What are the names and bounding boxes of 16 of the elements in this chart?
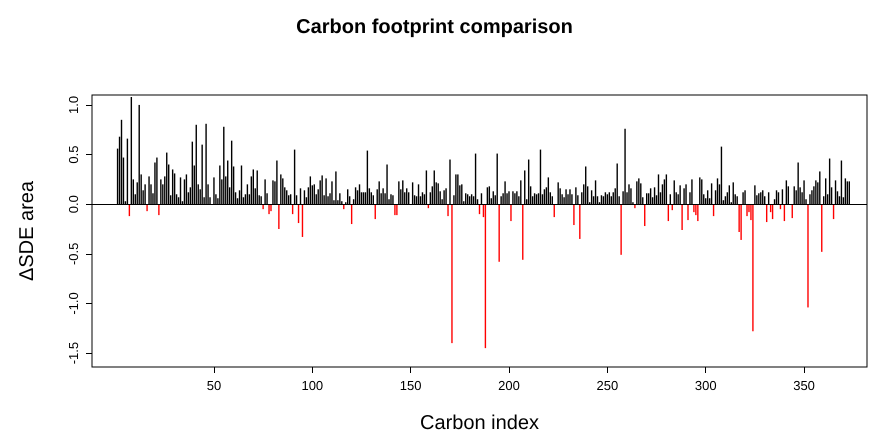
x-tick-label: 300 <box>694 378 717 393</box>
y-tick-label: 0.0 <box>66 195 81 214</box>
y-tick-label: -0.5 <box>66 242 81 266</box>
y-axis-title: ΔSDE area <box>16 180 38 282</box>
x-tick-label: 100 <box>301 378 324 393</box>
y-tick-label: 1.0 <box>66 96 81 114</box>
x-tick-label: 250 <box>596 378 618 393</box>
x-tick-label: 200 <box>498 378 520 393</box>
chart-title: Carbon footprint comparison <box>296 16 573 38</box>
y-tick-label: -1.5 <box>66 342 81 364</box>
x-tick-label: 350 <box>793 378 815 393</box>
x-tick-label: 150 <box>400 378 422 393</box>
x-tick-label: 50 <box>206 378 222 393</box>
y-tick-label: 0.5 <box>66 146 81 164</box>
x-axis-title: Carbon index <box>420 412 539 434</box>
y-tick-label: -1.0 <box>66 292 81 315</box>
